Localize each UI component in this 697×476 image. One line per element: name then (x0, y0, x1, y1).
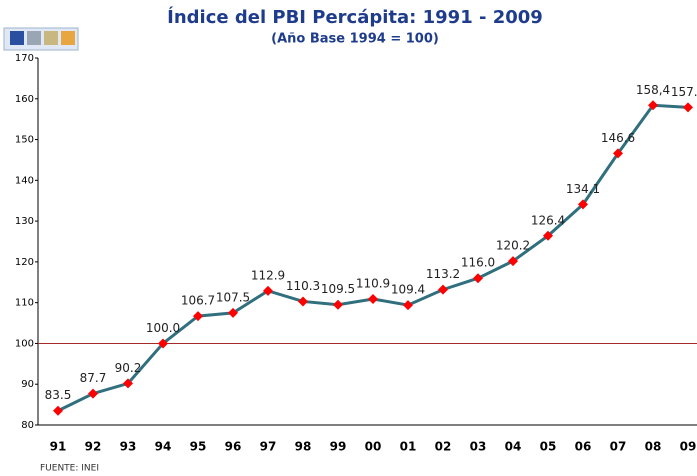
x-tick-label: 91 (50, 440, 67, 454)
series-line (57, 103, 689, 413)
data-point (648, 100, 658, 111)
x-tick-label: 92 (85, 440, 102, 454)
x-tick-label: 07 (610, 440, 627, 454)
data-label: 110.9 (356, 276, 390, 290)
data-point (123, 378, 133, 389)
x-tick-label: 08 (645, 440, 662, 454)
data-label: 157.9 (671, 85, 697, 99)
x-tick-label: 09 (680, 440, 697, 454)
data-label: 126.4 (531, 213, 565, 227)
data-point (683, 102, 693, 113)
data-label: 158,4 (636, 83, 670, 97)
data-label: 107.5 (216, 290, 250, 304)
data-point (298, 296, 308, 307)
data-point (193, 311, 203, 322)
x-tick-label: 95 (190, 440, 207, 454)
data-point (578, 199, 588, 210)
y-tick-label: 140 (15, 175, 34, 186)
x-tick-label: 98 (295, 440, 312, 454)
x-tick-label: 03 (470, 440, 487, 454)
x-tick-label: 02 (435, 440, 452, 454)
y-tick-label: 80 (21, 420, 34, 431)
y-tick-label: 130 (15, 216, 34, 227)
data-point (368, 293, 378, 304)
mail-icon[interactable] (44, 31, 58, 45)
data-label: 113.2 (426, 267, 460, 281)
data-label: 134.1 (566, 182, 600, 196)
data-point (158, 338, 168, 349)
save-icon[interactable] (10, 31, 24, 45)
y-tick-label: 160 (15, 94, 34, 105)
data-label: 87.7 (80, 371, 107, 385)
y-tick-label: 90 (21, 379, 34, 390)
data-label: 116.0 (461, 256, 495, 270)
print-icon[interactable] (27, 31, 41, 45)
x-tick-label: 99 (330, 440, 347, 454)
y-tick-label: 120 (15, 257, 34, 268)
x-tick-label: 96 (225, 440, 242, 454)
data-label: 112.9 (251, 268, 285, 282)
export-icon[interactable] (61, 31, 75, 45)
data-label: 109.4 (391, 283, 425, 297)
y-tick-label: 170 (15, 53, 34, 64)
chart-subtitle: (Año Base 1994 = 100) (271, 32, 439, 47)
data-point (53, 405, 63, 416)
data-point (508, 256, 518, 267)
data-point (403, 300, 413, 311)
data-point (543, 230, 553, 241)
data-label: 83.5 (45, 388, 72, 402)
data-point (88, 388, 98, 399)
data-label: 110.3 (286, 279, 320, 293)
data-point (333, 299, 343, 310)
x-tick-label: 04 (505, 440, 522, 454)
data-label: 146.6 (601, 131, 635, 145)
data-label: 106.7 (181, 294, 215, 308)
x-tick-label: 97 (260, 440, 277, 454)
data-label: 120.2 (496, 239, 530, 253)
x-tick-label: 00 (365, 440, 382, 454)
y-tick-label: 110 (15, 298, 34, 309)
data-label: 100.0 (146, 321, 180, 335)
data-label: 90.2 (115, 361, 142, 375)
x-tick-label: 94 (155, 440, 172, 454)
x-tick-label: 93 (120, 440, 137, 454)
toolbar (3, 27, 79, 51)
data-point (438, 284, 448, 295)
data-point (228, 307, 238, 318)
x-tick-label: 05 (540, 440, 557, 454)
data-label: 109.5 (321, 282, 355, 296)
x-tick-label: 01 (400, 440, 417, 454)
source-note: FUENTE: INEI (40, 464, 99, 474)
chart-title: Índice del PBI Percápita: 1991 - 2009 (167, 6, 543, 28)
x-tick-label: 06 (575, 440, 592, 454)
y-tick-label: 150 (15, 135, 34, 146)
data-point (263, 285, 273, 296)
data-point (613, 148, 623, 159)
data-point (473, 273, 483, 284)
y-tick-label: 100 (15, 338, 34, 349)
